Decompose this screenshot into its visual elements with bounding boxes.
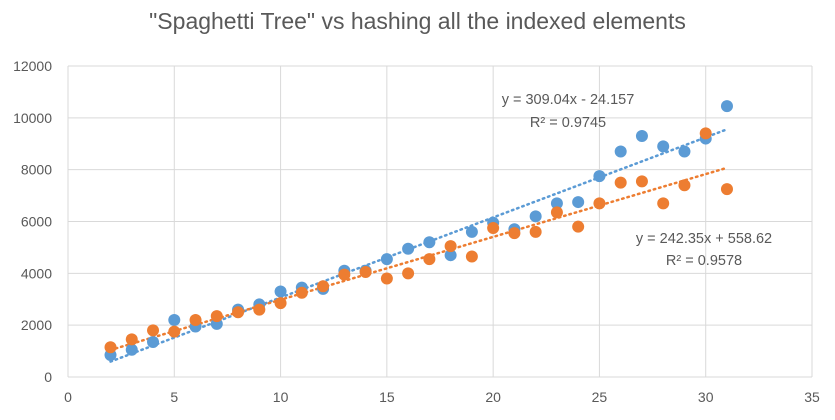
data-point-series-1 xyxy=(635,175,648,188)
trendline-0 xyxy=(109,128,729,363)
y-tick-label: 0 xyxy=(44,369,52,385)
data-point-series-1 xyxy=(423,253,436,266)
x-tick-label: 0 xyxy=(64,389,72,405)
data-point-series-1 xyxy=(487,221,500,234)
trendline-equation-blue: y = 309.04x - 24.157 xyxy=(502,92,635,108)
data-point-series-1 xyxy=(508,227,521,240)
data-point-series-1 xyxy=(210,310,223,323)
x-tick-label: 20 xyxy=(485,389,501,405)
trendline-r2-blue: R² = 0.9745 xyxy=(530,115,606,131)
data-point-series-1 xyxy=(380,272,393,285)
trendline-labels: y = 309.04x - 24.157 R² = 0.9745 y = 242… xyxy=(502,92,772,269)
data-point-series-0 xyxy=(635,129,648,142)
y-axis-ticks: 0 2000 4000 6000 8000 10000 12000 xyxy=(13,58,52,385)
trendlines xyxy=(109,128,729,363)
data-point-series-1 xyxy=(338,268,351,281)
data-point-series-1 xyxy=(720,183,733,196)
data-point-series-1 xyxy=(147,324,160,337)
data-point-series-1 xyxy=(402,267,415,280)
trendline-1 xyxy=(109,166,729,352)
data-point-series-1 xyxy=(295,286,308,299)
x-tick-label: 30 xyxy=(698,389,714,405)
data-point-series-1 xyxy=(359,266,372,279)
y-tick-label: 10000 xyxy=(13,110,52,126)
data-points xyxy=(104,100,733,361)
data-point-series-1 xyxy=(529,225,542,238)
data-point-series-1 xyxy=(699,127,712,140)
data-point-series-0 xyxy=(720,100,733,113)
data-point-series-0 xyxy=(147,336,160,349)
data-point-series-0 xyxy=(274,285,287,298)
data-point-series-0 xyxy=(423,236,436,249)
data-point-series-1 xyxy=(104,341,117,354)
data-point-series-0 xyxy=(657,140,670,153)
data-point-series-0 xyxy=(168,313,181,326)
data-point-series-1 xyxy=(614,176,627,189)
y-tick-label: 2000 xyxy=(21,317,52,333)
x-axis-ticks: 0 5 10 15 20 25 30 35 xyxy=(64,389,820,405)
data-point-series-0 xyxy=(380,253,393,266)
data-point-series-1 xyxy=(572,220,585,233)
x-tick-label: 15 xyxy=(379,389,395,405)
data-point-series-1 xyxy=(274,297,287,310)
data-point-series-0 xyxy=(402,242,415,255)
x-tick-label: 10 xyxy=(273,389,289,405)
data-point-series-1 xyxy=(657,197,670,210)
y-tick-label: 6000 xyxy=(21,214,52,230)
y-tick-label: 4000 xyxy=(21,265,52,281)
data-point-series-1 xyxy=(465,250,478,263)
data-point-series-1 xyxy=(678,179,691,192)
data-point-series-0 xyxy=(550,197,563,210)
data-point-series-0 xyxy=(529,210,542,223)
data-point-series-1 xyxy=(125,333,138,346)
data-point-series-0 xyxy=(444,249,457,262)
data-point-series-0 xyxy=(614,145,627,158)
x-tick-label: 25 xyxy=(592,389,608,405)
data-point-series-0 xyxy=(593,170,606,183)
x-tick-label: 5 xyxy=(170,389,178,405)
trendline-equation-orange: y = 242.35x + 558.62 xyxy=(636,231,772,247)
data-point-series-0 xyxy=(125,343,138,356)
data-point-series-0 xyxy=(465,225,478,238)
chart-title: "Spaghetti Tree" vs hashing all the inde… xyxy=(149,8,686,34)
data-point-series-1 xyxy=(593,197,606,210)
data-point-series-1 xyxy=(317,280,330,293)
gridlines xyxy=(67,65,813,378)
y-tick-label: 8000 xyxy=(21,162,52,178)
data-point-series-0 xyxy=(572,196,585,209)
data-point-series-1 xyxy=(444,240,457,253)
data-point-series-1 xyxy=(168,325,181,338)
data-point-series-0 xyxy=(678,145,691,158)
data-point-series-1 xyxy=(550,206,563,219)
x-tick-label: 35 xyxy=(804,389,820,405)
data-point-series-1 xyxy=(253,303,266,316)
y-tick-label: 12000 xyxy=(13,58,52,74)
data-point-series-1 xyxy=(189,313,202,326)
trendline-r2-orange: R² = 0.9578 xyxy=(666,253,742,269)
data-point-series-1 xyxy=(232,306,245,319)
